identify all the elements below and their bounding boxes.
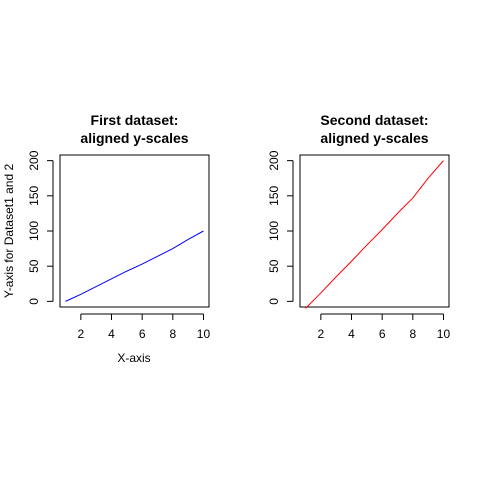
- panel-2-x-tick-label: 6: [379, 327, 386, 341]
- panel-2-y-tick-label: 50: [267, 259, 281, 273]
- panel-2-y-tick-label: 0: [267, 298, 281, 305]
- panel-1-x-tick-label: 8: [169, 327, 176, 341]
- panel-1-x-axis-label: X-axis: [117, 351, 150, 365]
- panel-2-title-line-2: aligned y-scales: [320, 130, 428, 146]
- panel-1-x-tick-label: 2: [78, 327, 85, 341]
- panel-1-y-axis-label: Y-axis for Dataset1 and 2: [2, 164, 16, 299]
- panel-1-y-tick-label: 0: [27, 298, 41, 305]
- panel-2-title-line-1: Second dataset:: [320, 112, 428, 128]
- panel-1-y-tick-label: 150: [27, 185, 41, 205]
- panel-first-dataset: First dataset: aligned y-scales X-axis Y…: [2, 112, 210, 365]
- panel-2-x-tick-label: 4: [348, 327, 355, 341]
- panel-1-title-line-1: First dataset:: [91, 112, 179, 128]
- panel-2-y-tick-label: 200: [267, 150, 281, 170]
- panel-2-y-tick-label: 100: [267, 221, 281, 241]
- panel-2-x-tick-label: 8: [409, 327, 416, 341]
- panel-1-y-tick-label: 50: [27, 259, 41, 273]
- panel-1-plot-frame: [59, 154, 210, 308]
- panel-1-x-tick-label: 6: [139, 327, 146, 341]
- panel-1-x-tick-label: 4: [108, 327, 115, 341]
- panel-2-y-tick-label: 150: [267, 185, 281, 205]
- panel-2-plot-frame: [299, 154, 450, 308]
- panel-1-series-line-1: [65, 230, 204, 302]
- panel-2-x-tick-label: 2: [318, 327, 325, 341]
- panel-1-y-tick-label: 200: [27, 150, 41, 170]
- panel-2-series-line-1: [305, 160, 444, 309]
- panel-second-dataset: Second dataset: aligned y-scales 2 4 6 8 100…: [267, 112, 450, 341]
- panel-1-y-tick-label: 100: [27, 221, 41, 241]
- panel-1-x-tick-label: 10: [197, 327, 211, 341]
- panel-1-title-line-2: aligned y-scales: [80, 130, 188, 146]
- panel-2-x-tick-label: 10: [437, 327, 451, 341]
